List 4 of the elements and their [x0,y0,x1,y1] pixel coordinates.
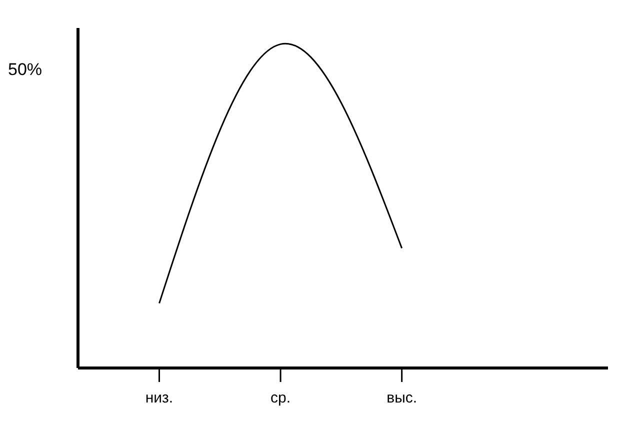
x-tick-label: низ. [145,390,174,407]
x-tick-label: выс. [386,390,418,407]
text: 50% [8,60,42,80]
x-tick-label: ср. [270,390,291,407]
